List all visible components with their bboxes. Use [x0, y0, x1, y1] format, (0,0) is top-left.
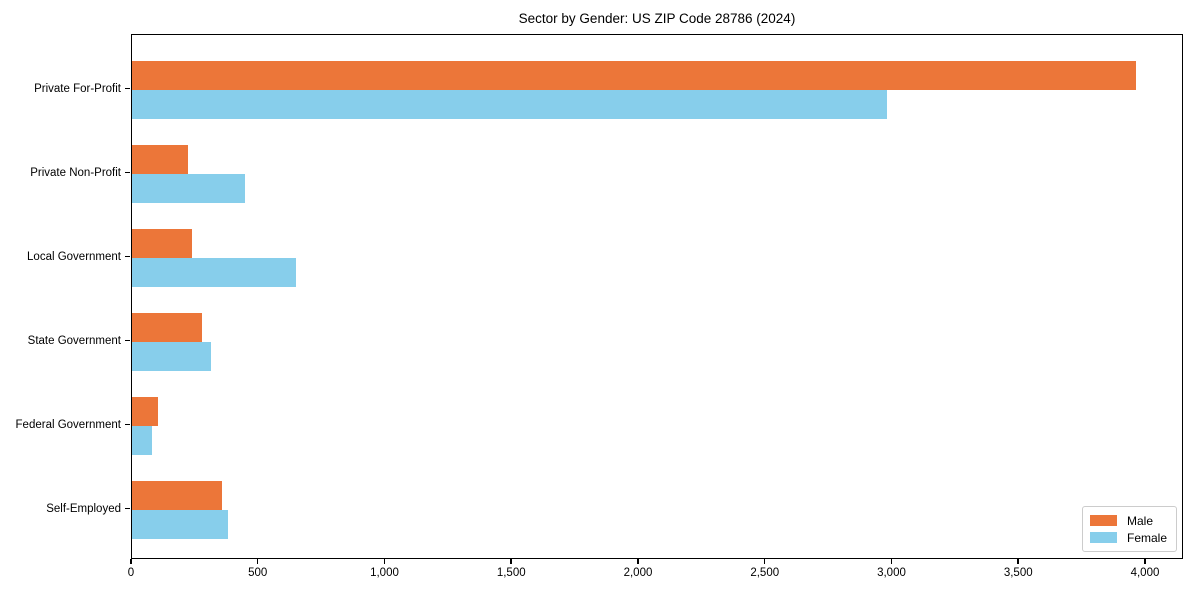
- y-axis-label-local-government: Local Government: [27, 250, 121, 263]
- y-tick-private-non-profit: [125, 171, 130, 174]
- x-axis-label-3000: 3,000: [877, 567, 906, 579]
- bar-female-self-employed: [132, 509, 229, 539]
- y-tick-federal-government: [125, 423, 130, 426]
- x-axis-label-0: 0: [127, 567, 135, 579]
- x-axis-label-1000: 1,000: [370, 567, 399, 579]
- x-axis-label-1500: 1,500: [496, 567, 526, 579]
- bar-female-federal-government: [132, 425, 153, 455]
- legend-swatch-male: [1089, 515, 1117, 526]
- chart-title: Sector by Gender: US ZIP Code 28786 (202…: [518, 11, 796, 26]
- legend-label-male: Male: [1126, 513, 1153, 528]
- x-axis-label-2000: 2,000: [623, 567, 653, 579]
- plot-area: Male Female: [131, 34, 1183, 559]
- bar-male-local-government: [132, 228, 193, 258]
- bar-male-self-employed: [132, 480, 222, 510]
- bar-male-federal-government: [132, 396, 159, 426]
- x-tick-1000: [383, 559, 386, 564]
- x-tick-2000: [637, 559, 639, 564]
- y-tick-local-government: [125, 255, 130, 258]
- legend-item-male: Male: [1089, 512, 1167, 529]
- legend-label-female: Female: [1126, 530, 1167, 545]
- y-axis-label-private-non-profit: Private Non-Profit: [30, 166, 121, 179]
- bar-female-local-government: [132, 257, 296, 287]
- y-axis-label-federal-government: Federal Government: [15, 418, 121, 431]
- bar-female-private-non-profit: [132, 173, 245, 203]
- legend-item-female: Female: [1089, 529, 1167, 546]
- y-axis-label-self-employed: Self-Employed: [46, 502, 121, 515]
- x-tick-4000: [1144, 559, 1146, 564]
- x-axis-label-3500: 3,500: [1003, 567, 1033, 579]
- y-tick-self-employed: [125, 507, 130, 510]
- x-axis-label-500: 500: [248, 567, 268, 579]
- x-tick-3000: [890, 559, 893, 564]
- bar-male-private-non-profit: [132, 144, 188, 174]
- y-tick-private-for-profit: [125, 87, 130, 90]
- legend: Male Female: [1081, 506, 1177, 552]
- x-tick-500: [256, 559, 259, 564]
- y-axis-label-state-government: State Government: [27, 334, 121, 347]
- x-axis-label-2500: 2,500: [750, 567, 780, 579]
- bar-male-private-for-profit: [132, 60, 1136, 90]
- bar-female-state-government: [132, 341, 212, 371]
- bar-female-private-for-profit: [132, 89, 887, 119]
- legend-swatch-female: [1089, 532, 1117, 543]
- x-tick-2500: [763, 559, 766, 564]
- x-tick-0: [130, 559, 132, 564]
- bar-male-state-government: [132, 312, 202, 342]
- x-axis-label-4000: 4,000: [1130, 567, 1160, 579]
- x-tick-3500: [1017, 559, 1019, 564]
- y-tick-state-government: [125, 339, 130, 342]
- y-axis-label-private-for-profit: Private For-Profit: [34, 82, 121, 95]
- x-tick-1500: [510, 559, 512, 564]
